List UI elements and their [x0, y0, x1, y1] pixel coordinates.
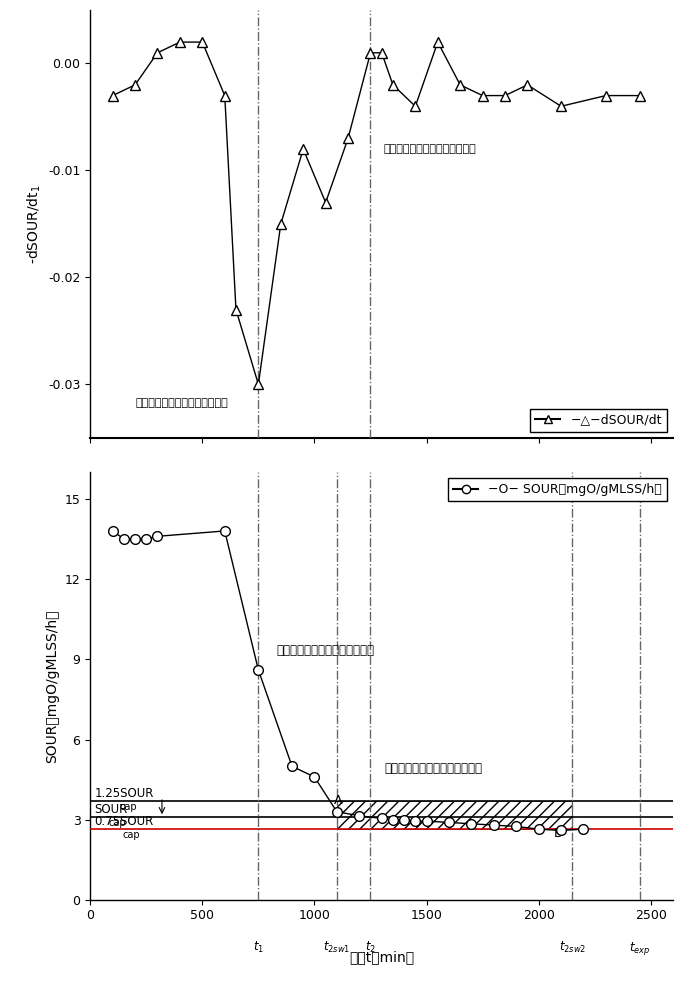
- Bar: [337, 801, 573, 829]
- Text: SOUR: SOUR: [94, 803, 128, 816]
- X-axis label: 时间t（min）: 时间t（min）: [349, 950, 414, 964]
- Text: $t_{2sw2}$: $t_{2sw2}$: [559, 940, 586, 955]
- Text: cap: cap: [108, 818, 126, 828]
- Text: cap: cap: [123, 830, 140, 840]
- Text: A: A: [334, 794, 342, 807]
- Text: 慢速可生物降解污染物降解完成: 慢速可生物降解污染物降解完成: [384, 762, 482, 775]
- Text: $t_2$: $t_2$: [365, 940, 376, 955]
- Legend: −O− SOUR（mgO/gMLSS/h）: −O− SOUR（mgO/gMLSS/h）: [448, 478, 667, 501]
- Y-axis label: -dSOUR/dt$_1$: -dSOUR/dt$_1$: [25, 184, 42, 264]
- Text: 1.25SOUR: 1.25SOUR: [94, 787, 153, 800]
- Text: B: B: [553, 827, 562, 840]
- Text: $t_{exp}$: $t_{exp}$: [629, 940, 650, 957]
- Text: 慢速可生物降解污染物降解完成: 慢速可生物降解污染物降解完成: [384, 144, 477, 154]
- Y-axis label: SOUR（mgO/gMLSS/h）: SOUR（mgO/gMLSS/h）: [45, 609, 59, 763]
- Text: 0.75SOUR: 0.75SOUR: [94, 815, 153, 828]
- Legend: −△−dSOUR/dt: −△−dSOUR/dt: [530, 409, 667, 432]
- Text: cap: cap: [119, 802, 137, 812]
- Text: 快速可生物降解污染物降解完成: 快速可生物降解污染物降解完成: [135, 398, 228, 408]
- Text: 快速可生物降解污染物降解完成: 快速可生物降解污染物降解完成: [276, 644, 374, 657]
- Text: $t_{2sw1}$: $t_{2sw1}$: [323, 940, 350, 955]
- Text: $t_1$: $t_1$: [253, 940, 264, 955]
